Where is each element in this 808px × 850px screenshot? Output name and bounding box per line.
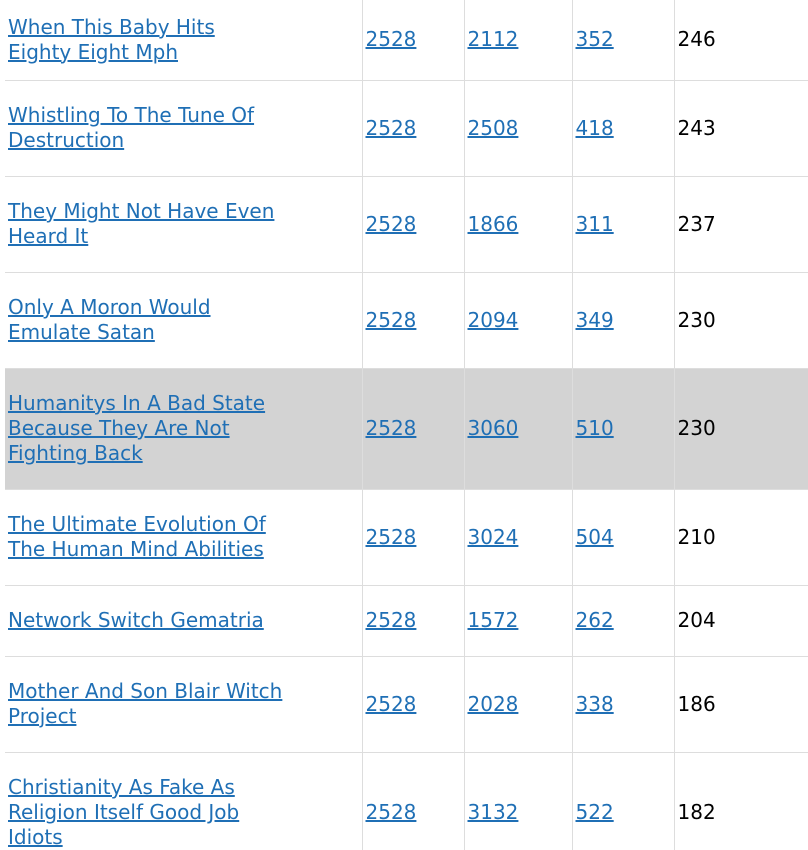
value-link-3[interactable]: 311: [575, 211, 614, 236]
value-link-2[interactable]: 1572: [467, 608, 519, 632]
phrase-cell: Only A Moron Would Emulate Satan: [5, 272, 363, 369]
value-cell-3: 338: [572, 656, 675, 753]
value-link-2[interactable]: 2094: [467, 307, 519, 332]
table-row: They Might Not Have Even Heard It 2528 1…: [5, 176, 808, 273]
phrase-cell: They Might Not Have Even Heard It: [5, 176, 363, 273]
phrase-link[interactable]: Mother And Son Blair Witch Project: [8, 679, 283, 728]
value-link-2[interactable]: 2112: [467, 27, 519, 52]
table-row: The Ultimate Evolution Of The Human Mind…: [5, 489, 808, 586]
value-cell-3: 522: [572, 752, 675, 850]
phrase-link[interactable]: When This Baby Hits Eighty Eight Mph: [8, 14, 215, 64]
value-cell-2: 3060: [464, 368, 573, 490]
value-cell-1: 2528: [362, 80, 465, 177]
value-cell-3: 262: [572, 585, 675, 657]
count-cell: 204: [674, 585, 808, 657]
count-cell: 186: [674, 656, 808, 753]
value-link-2[interactable]: 3132: [467, 800, 519, 824]
count-cell: 243: [674, 80, 808, 177]
phrase-link[interactable]: Christianity As Fake As Religion Itself …: [8, 775, 240, 849]
phrase-link[interactable]: Only A Moron Would Emulate Satan: [8, 295, 211, 344]
phrase-link[interactable]: The Ultimate Evolution Of The Human Mind…: [8, 512, 266, 561]
value-link-3[interactable]: 352: [575, 27, 614, 52]
count-cell: 237: [674, 176, 808, 273]
count-cell: 230: [674, 272, 808, 369]
value-cell-1: 2528: [362, 368, 465, 490]
value-link-2[interactable]: 1866: [467, 211, 519, 236]
table-row: Network Switch Gematria 2528 1572 262 20…: [5, 585, 808, 657]
results-table: When This Baby Hits Eighty Eight Mph 252…: [5, 0, 808, 850]
phrase-cell: The Ultimate Evolution Of The Human Mind…: [5, 489, 363, 586]
value-cell-1: 2528: [362, 489, 465, 586]
value-cell-1: 2528: [362, 585, 465, 657]
value-link-2[interactable]: 2028: [467, 691, 519, 716]
phrase-cell: Mother And Son Blair Witch Project: [5, 656, 363, 753]
value-cell-3: 504: [572, 489, 675, 586]
value-cell-1: 2528: [362, 0, 465, 81]
value-cell-2: 2508: [464, 80, 573, 177]
value-cell-1: 2528: [362, 752, 465, 850]
value-link-1[interactable]: 2528: [365, 524, 417, 549]
phrase-cell: Humanitys In A Bad State Because They Ar…: [5, 368, 363, 490]
value-cell-2: 3024: [464, 489, 573, 586]
phrase-link[interactable]: Humanitys In A Bad State Because They Ar…: [8, 391, 266, 465]
value-cell-2: 2094: [464, 272, 573, 369]
table-row-highlighted: Humanitys In A Bad State Because They Ar…: [5, 368, 808, 490]
value-link-1[interactable]: 2528: [365, 800, 417, 824]
table-row: When This Baby Hits Eighty Eight Mph 252…: [5, 0, 808, 81]
value-link-2[interactable]: 2508: [467, 115, 519, 140]
value-link-3[interactable]: 504: [575, 524, 614, 549]
phrase-link[interactable]: They Might Not Have Even Heard It: [8, 199, 275, 248]
count-cell: 210: [674, 489, 808, 586]
value-link-3[interactable]: 510: [575, 416, 614, 440]
value-cell-1: 2528: [362, 176, 465, 273]
value-cell-2: 1572: [464, 585, 573, 657]
value-link-1[interactable]: 2528: [365, 691, 417, 716]
value-cell-3: 510: [572, 368, 675, 490]
phrase-link[interactable]: Network Switch Gematria: [8, 608, 264, 632]
phrase-cell: When This Baby Hits Eighty Eight Mph: [5, 0, 363, 81]
value-link-3[interactable]: 418: [575, 115, 614, 140]
value-cell-3: 311: [572, 176, 675, 273]
value-link-1[interactable]: 2528: [365, 416, 417, 440]
value-link-3[interactable]: 262: [575, 608, 614, 632]
value-cell-1: 2528: [362, 656, 465, 753]
value-cell-1: 2528: [362, 272, 465, 369]
count-cell: 246: [674, 0, 808, 81]
table-row: Whistling To The Tune Of Destruction 252…: [5, 80, 808, 177]
count-cell: 182: [674, 752, 808, 850]
value-cell-2: 3132: [464, 752, 573, 850]
value-cell-2: 2112: [464, 0, 573, 81]
value-link-2[interactable]: 3024: [467, 524, 519, 549]
value-link-3[interactable]: 349: [575, 307, 614, 332]
value-link-1[interactable]: 2528: [365, 307, 417, 332]
table-row: Christianity As Fake As Religion Itself …: [5, 752, 808, 850]
count-cell: 230: [674, 368, 808, 490]
value-cell-3: 352: [572, 0, 675, 81]
table-row: Only A Moron Would Emulate Satan 2528 20…: [5, 272, 808, 369]
value-cell-3: 418: [572, 80, 675, 177]
value-link-2[interactable]: 3060: [467, 416, 519, 440]
phrase-cell: Christianity As Fake As Religion Itself …: [5, 752, 363, 850]
value-cell-2: 2028: [464, 656, 573, 753]
phrase-cell: Network Switch Gematria: [5, 585, 363, 657]
value-link-1[interactable]: 2528: [365, 115, 417, 140]
value-cell-2: 1866: [464, 176, 573, 273]
value-link-1[interactable]: 2528: [365, 27, 417, 52]
value-link-1[interactable]: 2528: [365, 211, 417, 236]
value-cell-3: 349: [572, 272, 675, 369]
phrase-link[interactable]: Whistling To The Tune Of Destruction: [8, 103, 255, 152]
value-link-1[interactable]: 2528: [365, 608, 417, 632]
table-row: Mother And Son Blair Witch Project 2528 …: [5, 656, 808, 753]
phrase-cell: Whistling To The Tune Of Destruction: [5, 80, 363, 177]
value-link-3[interactable]: 338: [575, 691, 614, 716]
value-link-3[interactable]: 522: [575, 800, 614, 824]
